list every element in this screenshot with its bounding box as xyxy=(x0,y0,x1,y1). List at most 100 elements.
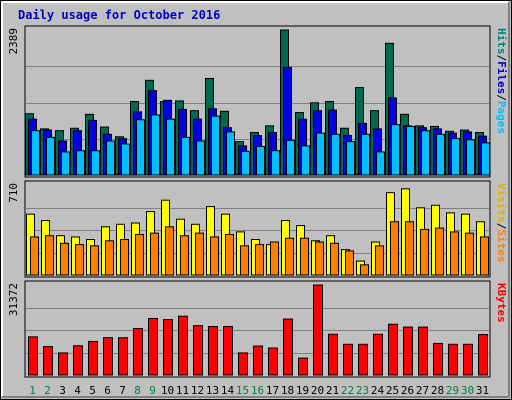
x-tick-label-day-30: 30 xyxy=(461,384,474,397)
x-axis-day-labels: 1 2 3 4 5 6 7 8 9 10 11 12 13 14 15 16 17 18 19 20 21 22 23 24 2… xyxy=(29,384,489,397)
x-tick-label-day-24: 24 xyxy=(371,384,385,397)
x-tick-label-day-11: 11 xyxy=(176,384,189,397)
bar-sites-day-9 xyxy=(150,232,159,276)
bar-kbytes-day-1 xyxy=(28,336,38,376)
bar-kbytes-day-26 xyxy=(403,326,413,376)
y-max-label: 31372 xyxy=(7,283,20,316)
x-tick-label-day-6: 6 xyxy=(104,384,111,397)
x-tick-label-day-18: 18 xyxy=(281,384,294,397)
bar-sites-day-23 xyxy=(360,264,369,276)
bar-pages-day-11 xyxy=(181,136,190,176)
bar-kbytes-day-16 xyxy=(253,345,263,376)
bar-sites-day-20 xyxy=(315,241,324,276)
panel-legend: Visits/Sites xyxy=(495,183,508,263)
bar-sites-day-19 xyxy=(300,237,309,276)
x-tick-label-day-10: 10 xyxy=(161,384,174,397)
legend-entry: Files xyxy=(495,61,508,94)
x-tick-label-day-16: 16 xyxy=(251,384,264,397)
x-tick-label-day-8: 8 xyxy=(134,384,141,397)
bar-pages-day-15 xyxy=(241,150,250,176)
bar-pages-day-22 xyxy=(346,141,355,176)
series-kbytes xyxy=(28,284,488,376)
bar-pages-day-14 xyxy=(226,131,235,176)
x-tick-label-day-22: 22 xyxy=(341,384,354,397)
bar-pages-day-31 xyxy=(481,142,490,176)
x-tick-label-day-20: 20 xyxy=(311,384,324,397)
bar-kbytes-day-19 xyxy=(298,357,308,376)
bar-sites-day-17 xyxy=(270,241,279,276)
bar-sites-day-22 xyxy=(345,250,354,276)
x-tick-label-day-25: 25 xyxy=(386,384,399,397)
legend-entry: Visits xyxy=(495,183,508,223)
bar-pages-day-3 xyxy=(61,151,70,176)
x-tick-label-day-27: 27 xyxy=(416,384,429,397)
bar-pages-day-21 xyxy=(331,133,340,176)
bar-sites-day-11 xyxy=(180,235,189,276)
bar-sites-day-7 xyxy=(120,239,129,276)
bar-pages-day-16 xyxy=(256,145,265,176)
bar-pages-day-23 xyxy=(361,133,370,176)
bar-pages-day-1 xyxy=(31,130,40,176)
bar-kbytes-day-25 xyxy=(388,323,398,376)
bar-kbytes-day-8 xyxy=(133,328,143,376)
bar-kbytes-day-13 xyxy=(208,326,218,376)
kbytes-panel: 31372 KBytes xyxy=(7,280,508,378)
bar-kbytes-day-21 xyxy=(328,333,338,376)
bar-sites-day-14 xyxy=(225,233,234,276)
x-tick-label-day-2: 2 xyxy=(44,384,51,397)
x-tick-label-day-5: 5 xyxy=(89,384,96,397)
y-max-label: 2389 xyxy=(7,28,20,55)
bar-kbytes-day-5 xyxy=(88,340,98,376)
x-tick-label-day-9: 9 xyxy=(149,384,156,397)
bar-kbytes-day-17 xyxy=(268,347,278,376)
bar-pages-day-18 xyxy=(286,139,295,176)
bar-kbytes-day-12 xyxy=(193,325,203,376)
bar-pages-day-28 xyxy=(436,133,445,176)
bar-sites-day-30 xyxy=(465,232,474,276)
bar-pages-day-8 xyxy=(136,119,145,176)
bar-kbytes-day-2 xyxy=(43,346,53,376)
bar-kbytes-day-10 xyxy=(163,319,173,376)
bar-pages-day-24 xyxy=(376,151,385,176)
legend-entry: / xyxy=(495,223,508,230)
bar-pages-day-5 xyxy=(91,150,100,176)
bar-sites-day-15 xyxy=(240,245,249,276)
bar-sites-day-26 xyxy=(405,221,414,276)
panel-legend: KBytes xyxy=(495,283,508,323)
bar-sites-day-13 xyxy=(210,236,219,276)
bar-sites-day-1 xyxy=(30,236,39,276)
x-tick-label-day-26: 26 xyxy=(401,384,414,397)
bar-sites-day-25 xyxy=(390,221,399,276)
bar-pages-day-12 xyxy=(196,140,205,176)
bar-sites-day-24 xyxy=(375,245,384,276)
bar-pages-day-17 xyxy=(271,150,280,176)
bar-pages-day-29 xyxy=(451,138,460,176)
bar-pages-day-13 xyxy=(211,115,220,176)
x-tick-label-day-19: 19 xyxy=(296,384,309,397)
bar-sites-day-8 xyxy=(135,233,144,276)
bar-pages-day-26 xyxy=(406,125,415,176)
x-tick-label-day-21: 21 xyxy=(326,384,339,397)
bar-kbytes-day-18 xyxy=(283,318,293,376)
bar-pages-day-9 xyxy=(151,114,160,176)
x-tick-label-day-7: 7 xyxy=(119,384,126,397)
x-tick-label-day-12: 12 xyxy=(191,384,204,397)
legend-entry: KBytes xyxy=(495,283,508,323)
panel-legend: Hits/Files/Pages xyxy=(495,28,508,134)
x-tick-label-day-15: 15 xyxy=(236,384,249,397)
legend-entry: / xyxy=(495,94,508,101)
bar-kbytes-day-27 xyxy=(418,326,428,376)
x-tick-label-day-13: 13 xyxy=(206,384,219,397)
bar-kbytes-day-30 xyxy=(463,343,473,376)
bar-sites-day-3 xyxy=(60,242,69,276)
legend-entry: Hits xyxy=(495,28,508,55)
bar-sites-day-31 xyxy=(480,236,489,276)
bar-kbytes-day-4 xyxy=(73,345,83,376)
x-tick-label-day-14: 14 xyxy=(221,384,235,397)
bar-pages-day-20 xyxy=(316,132,325,176)
x-tick-label-day-3: 3 xyxy=(59,384,66,397)
